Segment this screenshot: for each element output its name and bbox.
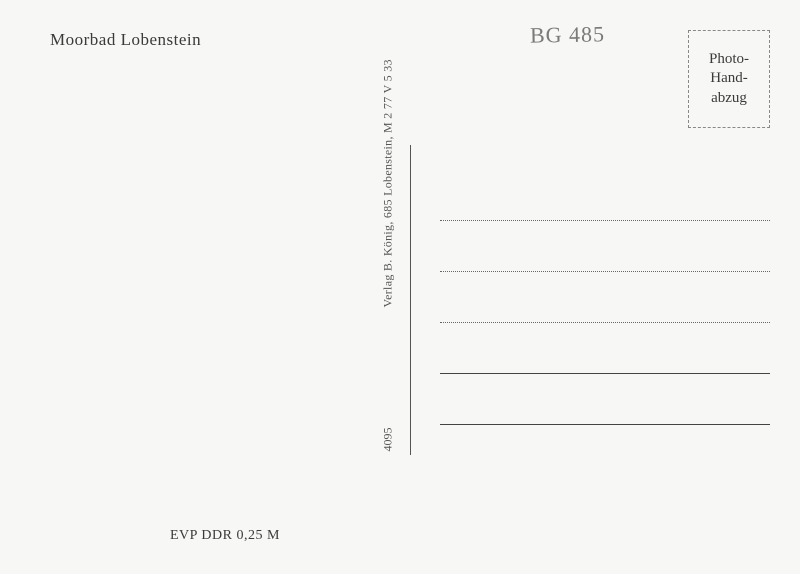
address-line (440, 424, 770, 425)
address-line (440, 322, 770, 323)
stamp-line-1: Photo- (709, 51, 749, 67)
card-id-number: 4095 (381, 428, 396, 452)
handwritten-reference: BG 485 (530, 21, 606, 48)
stamp-placeholder-box: Photo- Hand- abzug (688, 30, 770, 128)
stamp-box-text: Photo- Hand- abzug (709, 50, 749, 109)
address-line (440, 220, 770, 221)
address-line (440, 373, 770, 374)
stamp-line-3: abzug (711, 90, 747, 106)
price-label: EVP DDR 0,25 M (170, 528, 280, 544)
stamp-line-2: Hand- (710, 70, 748, 86)
location-title: Moorbad Lobenstein (50, 30, 201, 50)
postcard-back: Moorbad Lobenstein BG 485 Photo- Hand- a… (0, 0, 800, 574)
address-line (440, 271, 770, 272)
center-divider-line (410, 145, 411, 455)
publisher-imprint: Verlag B. König, 685 Lobenstein, M 2 77 … (381, 59, 396, 307)
address-area (440, 220, 770, 475)
